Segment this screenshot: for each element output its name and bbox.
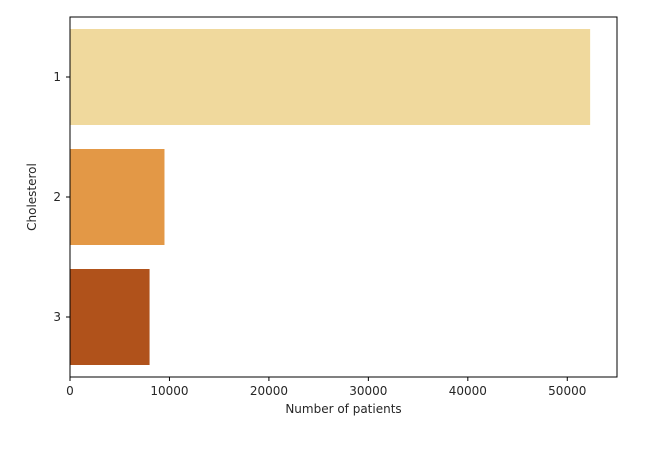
bars-layer: [70, 29, 591, 365]
y-tick-label: 1: [53, 70, 61, 84]
y-tick-label: 3: [53, 310, 61, 324]
y-axis: 1 2 3: [53, 70, 70, 324]
plot-frame: [69, 16, 618, 378]
x-tick-label: 40000: [449, 384, 487, 398]
bar-1: [70, 29, 591, 125]
y-axis-label: Cholesterol: [25, 163, 39, 231]
x-tick-label: 10000: [150, 384, 188, 398]
x-axis: 0 10000 20000 30000 40000 50000: [66, 377, 586, 398]
x-tick-label: 30000: [349, 384, 387, 398]
x-axis-label: Number of patients: [285, 402, 401, 416]
y-tick-label: 2: [53, 190, 61, 204]
bar-2: [70, 149, 165, 245]
x-tick-label: 50000: [548, 384, 586, 398]
x-tick-label: 0: [66, 384, 74, 398]
bar-3: [70, 269, 150, 365]
x-tick-label: 20000: [250, 384, 288, 398]
